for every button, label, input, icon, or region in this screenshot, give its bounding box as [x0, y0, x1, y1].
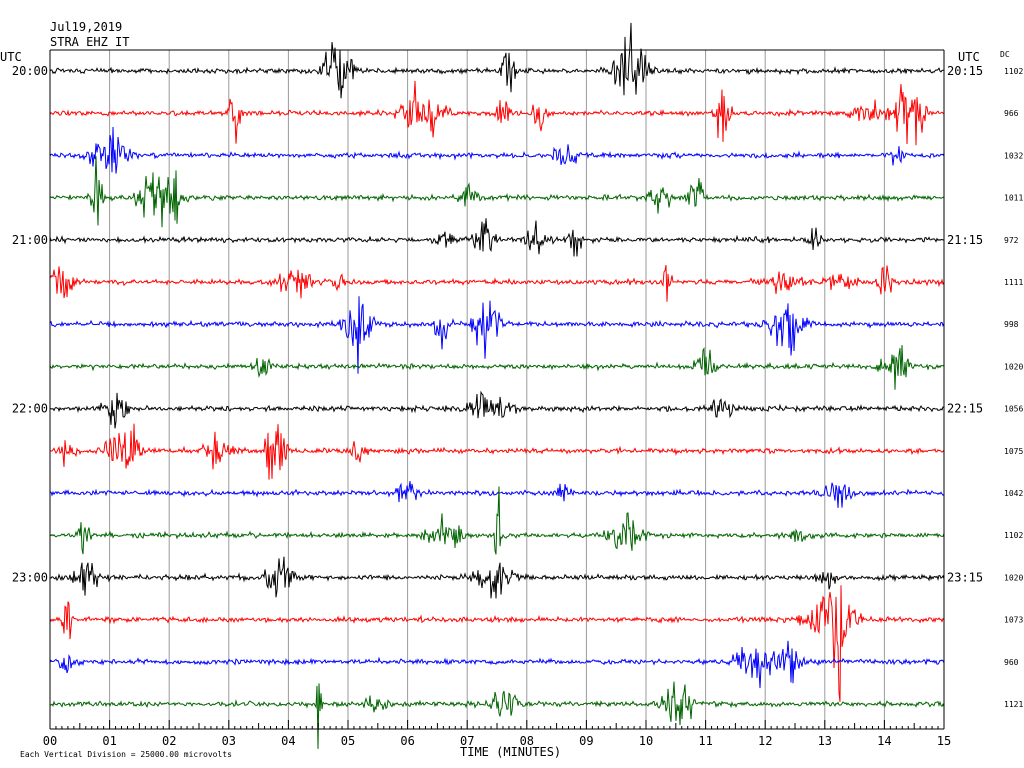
x-tick-label-14: 14: [877, 734, 891, 748]
seismic-traces: 1102966103210119721111998102010561075104…: [49, 22, 1023, 749]
x-tick-label-05: 05: [341, 734, 355, 748]
dc-value-7: 1020: [1004, 362, 1023, 371]
x-tick-label-11: 11: [698, 734, 712, 748]
dc-value-13: 1073: [1004, 616, 1023, 625]
x-tick-label-01: 01: [102, 734, 116, 748]
dc-value-4: 972: [1004, 236, 1019, 245]
seismic-trace-14: [49, 640, 945, 689]
left-utc-title: UTC: [0, 50, 22, 64]
chart-title: Jul19,2019: [50, 20, 122, 34]
dc-header: DC: [1000, 50, 1010, 59]
left-hour-label-0: 20:00: [12, 64, 48, 78]
grid-lines: [109, 50, 885, 729]
x-tick-label-15: 15: [937, 734, 951, 748]
seismic-trace-0: [49, 22, 945, 99]
dc-value-12: 1020: [1004, 573, 1023, 582]
seismic-trace-11: [49, 486, 945, 555]
seismic-trace-12: [49, 556, 945, 599]
seismic-trace-1: [49, 80, 945, 146]
seismic-trace-7: [49, 345, 945, 390]
left-hour-label-8: 22:00: [12, 402, 48, 416]
x-tick-label-13: 13: [818, 734, 832, 748]
chart-labels: Jul19,2019 STRA EHZ IT UTC UTC DC TIME (…: [0, 20, 1010, 759]
dc-value-8: 1056: [1004, 405, 1023, 414]
dc-value-5: 1111: [1004, 278, 1023, 287]
dc-value-0: 1102: [1004, 67, 1023, 76]
seismic-trace-2: [49, 126, 945, 174]
right-hour-label-4: 21:15: [947, 233, 983, 247]
seismic-trace-10: [49, 480, 945, 508]
dc-value-10: 1042: [1004, 489, 1023, 498]
x-tick-label-12: 12: [758, 734, 772, 748]
right-utc-title: UTC: [958, 50, 980, 64]
x-tick-label-08: 08: [520, 734, 534, 748]
x-tick-label-04: 04: [281, 734, 295, 748]
seismic-trace-6: [49, 296, 945, 374]
x-axis: 00 01 02 03 04 05 06 07 08 09 10 11 12 13 14 15: [43, 720, 951, 748]
x-tick-label-03: 03: [222, 734, 236, 748]
dc-value-9: 1075: [1004, 447, 1023, 456]
left-hour-label-4: 21:00: [12, 233, 48, 247]
dc-value-14: 960: [1004, 658, 1019, 667]
plot-frame: [49, 49, 945, 730]
seismic-trace-5: [49, 265, 945, 302]
vertical-division-note: Each Vertical Division = 25000.00 microv…: [20, 750, 232, 759]
seismic-trace-8: [49, 390, 945, 429]
x-axis-label: TIME (MINUTES): [460, 745, 561, 759]
seismic-trace-9: [49, 423, 945, 480]
x-tick-label-06: 06: [400, 734, 414, 748]
seismic-trace-15: [50, 681, 945, 749]
right-hour-label-8: 22:15: [947, 402, 983, 416]
x-tick-label-07: 07: [460, 734, 474, 748]
seismic-trace-4: [49, 218, 945, 257]
right-hour-label-12: 23:15: [947, 570, 983, 584]
seismic-trace-13: [49, 585, 945, 702]
station-label: STRA EHZ IT: [50, 35, 129, 49]
seismic-trace-3: [49, 156, 945, 228]
x-tick-label-00: 00: [43, 734, 57, 748]
right-hour-label-0: 20:15: [947, 64, 983, 78]
dc-value-3: 1011: [1004, 194, 1023, 203]
dc-value-11: 1102: [1004, 531, 1023, 540]
left-hour-label-12: 23:00: [12, 570, 48, 584]
x-tick-label-02: 02: [162, 734, 176, 748]
dc-value-1: 966: [1004, 109, 1019, 118]
dc-value-15: 1121: [1004, 700, 1023, 709]
dc-value-2: 1032: [1004, 151, 1023, 160]
x-tick-label-09: 09: [579, 734, 593, 748]
x-tick-label-10: 10: [639, 734, 653, 748]
dc-value-6: 998: [1004, 320, 1019, 329]
